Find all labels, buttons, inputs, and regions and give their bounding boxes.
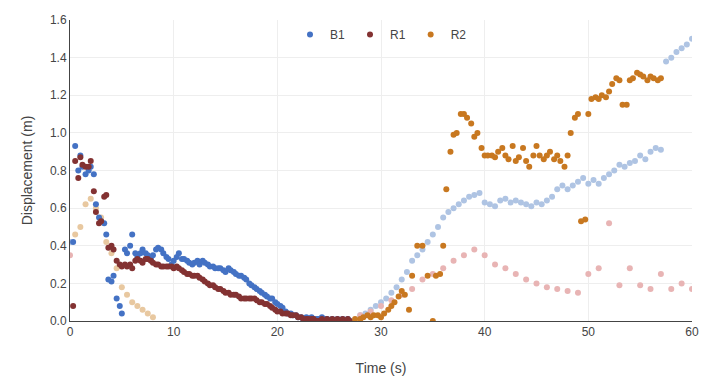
- svg-text:50: 50: [582, 325, 596, 339]
- svg-text:0: 0: [67, 325, 74, 339]
- svg-text:0.6: 0.6: [50, 201, 67, 215]
- svg-text:1.6: 1.6: [50, 13, 67, 27]
- svg-text:10: 10: [167, 325, 181, 339]
- svg-text:0.4: 0.4: [50, 239, 67, 253]
- svg-text:Time (s): Time (s): [356, 360, 407, 376]
- svg-text:40: 40: [478, 325, 492, 339]
- svg-text:Displacement (m): Displacement (m): [19, 116, 35, 226]
- svg-text:R1: R1: [390, 28, 406, 42]
- svg-text:1.0: 1.0: [50, 126, 67, 140]
- svg-text:R2: R2: [451, 28, 467, 42]
- svg-text:60: 60: [685, 325, 699, 339]
- svg-text:1.2: 1.2: [50, 88, 67, 102]
- svg-text:30: 30: [374, 325, 388, 339]
- svg-text:0.2: 0.2: [50, 277, 67, 291]
- svg-text:20: 20: [271, 325, 285, 339]
- svg-text:0.0: 0.0: [50, 314, 67, 328]
- svg-text:B1: B1: [330, 28, 345, 42]
- svg-text:0.8: 0.8: [50, 164, 67, 178]
- svg-text:1.4: 1.4: [50, 51, 67, 65]
